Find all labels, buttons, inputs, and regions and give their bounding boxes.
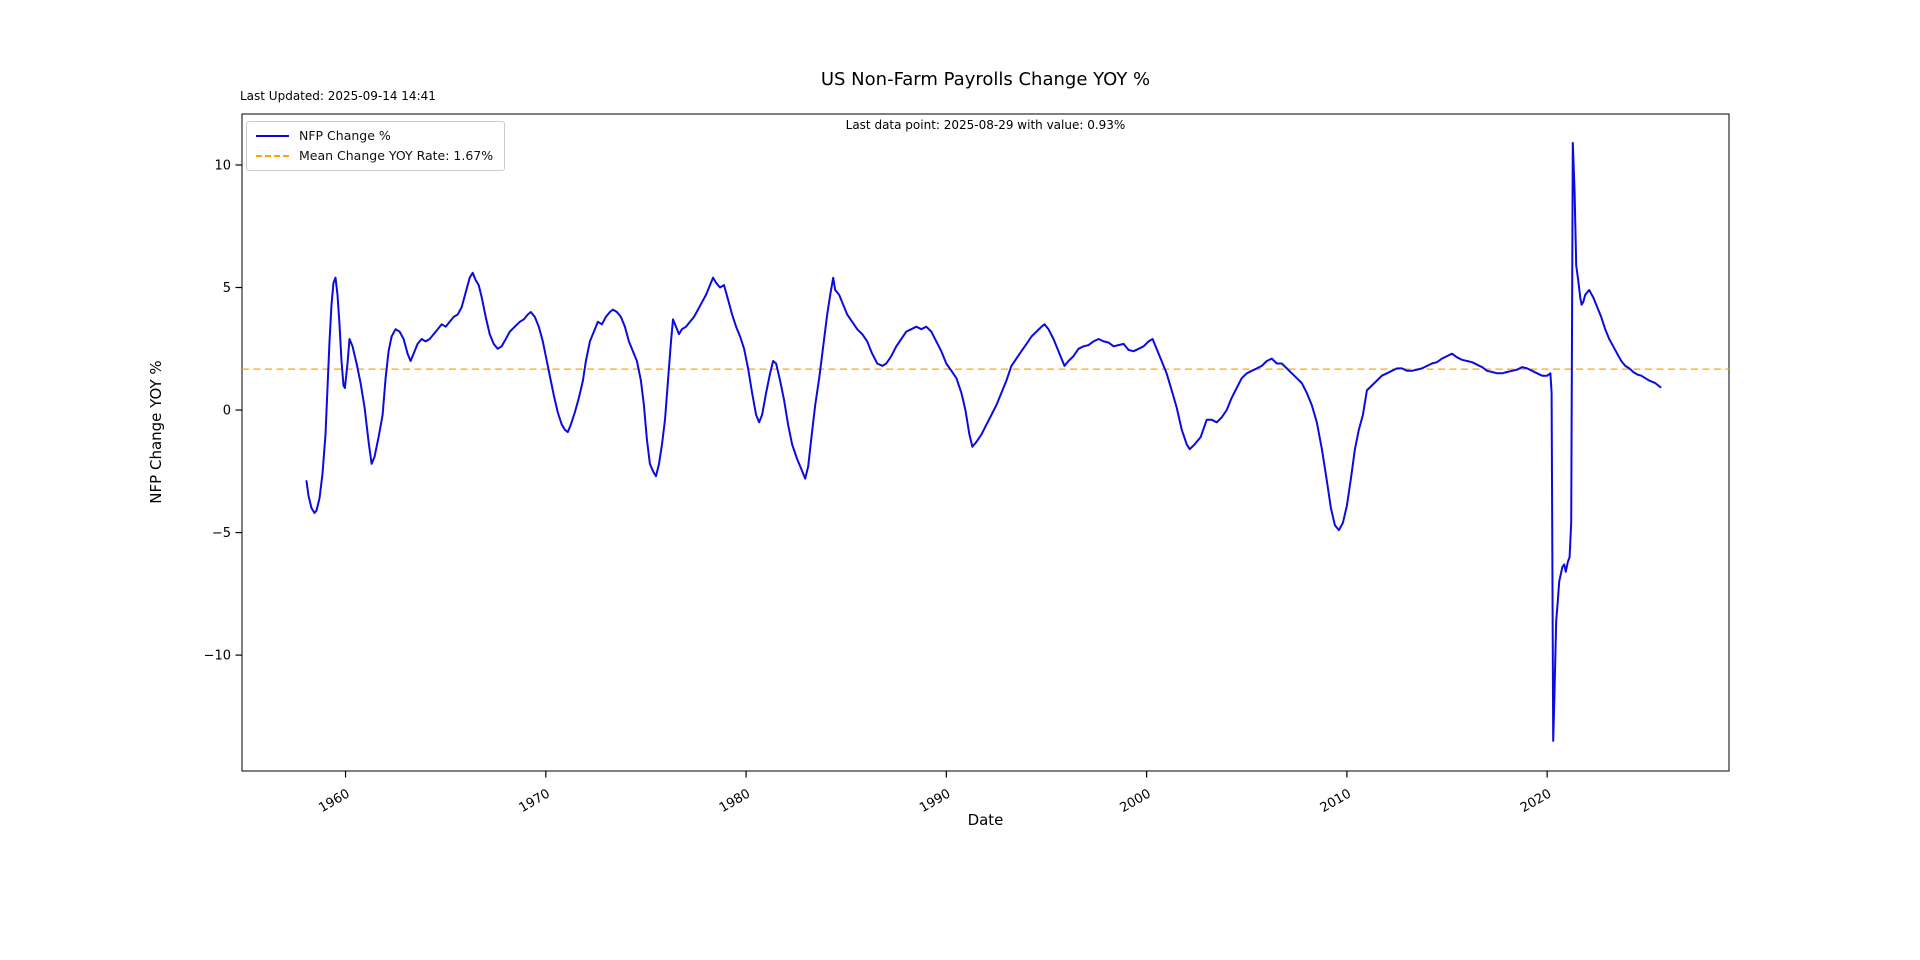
y-tick-label: −10 xyxy=(204,649,231,664)
y-tick-label: 10 xyxy=(214,158,231,173)
y-tick-label: 0 xyxy=(223,404,231,419)
solid-line-swatch xyxy=(256,135,289,137)
y-tick-label: 5 xyxy=(223,281,231,296)
dashed-line-swatch xyxy=(256,155,289,157)
legend-item-nfp: NFP Change % xyxy=(256,128,493,144)
y-tick-label: −5 xyxy=(212,526,231,541)
legend-label: NFP Change % xyxy=(299,128,391,143)
x-axis-label: Date xyxy=(967,811,1004,829)
y-axis-label: NFP Change YOY % xyxy=(147,360,165,504)
plot-title: US Non-Farm Payrolls Change YOY % xyxy=(820,69,1151,90)
legend-item-mean: Mean Change YOY Rate: 1.67% xyxy=(256,148,493,164)
axes-border xyxy=(241,113,1730,772)
legend-label: Mean Change YOY Rate: 1.67% xyxy=(299,148,494,163)
last-updated-text: Last Updated: 2025-09-14 14:41 xyxy=(240,89,436,103)
nfp-line xyxy=(305,141,1662,742)
legend: NFP Change % Mean Change YOY Rate: 1.67% xyxy=(246,121,506,171)
plot-subtitle: Last data point: 2025-08-29 with value: … xyxy=(845,118,1126,132)
